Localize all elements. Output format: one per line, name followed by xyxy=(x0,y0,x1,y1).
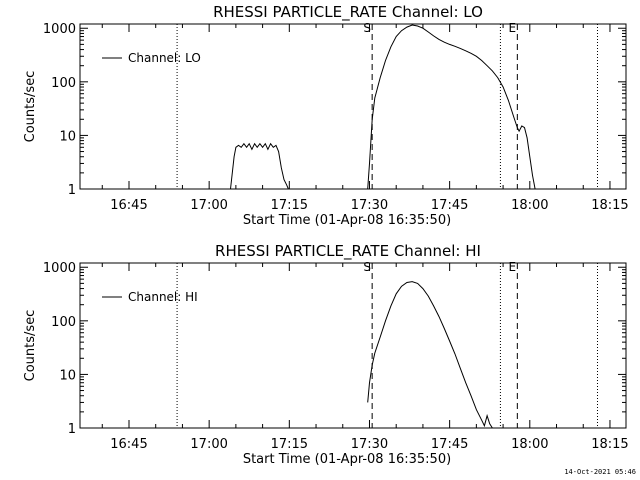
y-tick-label: 100 xyxy=(51,76,76,91)
y-tick-label: 1000 xyxy=(43,261,76,276)
y-tick-label: 1 xyxy=(68,422,76,437)
x-tick-label: 17:15 xyxy=(271,198,308,213)
x-tick-label: 16:45 xyxy=(110,198,147,213)
chart-title: RHESSI PARTICLE_RATE Channel: HI xyxy=(215,242,481,261)
panel-lo: RHESSI PARTICLE_RATE Channel: LO 1 10 100 10… xyxy=(23,3,629,228)
legend-label: Channel: LO xyxy=(128,51,201,65)
x-tick-label: 18:15 xyxy=(591,437,628,452)
marker-label-e: E xyxy=(509,260,517,274)
panel-hi: RHESSI PARTICLE_RATE Channel: HI 1 10 100 10… xyxy=(23,242,629,467)
plot-frame xyxy=(79,23,627,190)
series-line xyxy=(367,281,493,429)
x-axis-label: Start Time (01-Apr-08 16:35:50) xyxy=(243,213,451,228)
x-axis-label: Start Time (01-Apr-08 16:35:50) xyxy=(243,452,451,467)
x-tick-label: 18:00 xyxy=(511,437,548,452)
y-tick-label: 10 xyxy=(59,129,76,144)
y-tick-label: 100 xyxy=(51,315,76,330)
marker-label-s: S xyxy=(363,21,371,35)
chart-title: RHESSI PARTICLE_RATE Channel: LO xyxy=(213,3,483,22)
y-tick-label: 1 xyxy=(68,183,76,198)
legend-label: Channel: HI xyxy=(128,290,198,304)
series-line xyxy=(367,24,536,190)
x-tick-label: 17:30 xyxy=(351,198,388,213)
x-tick-label: 17:00 xyxy=(190,437,227,452)
x-tick-label: 17:45 xyxy=(431,437,468,452)
y-axis-label: Counts/sec xyxy=(23,71,38,143)
x-tick-label: 18:00 xyxy=(511,198,548,213)
x-tick-label: 17:45 xyxy=(431,198,468,213)
x-tick-label: 18:15 xyxy=(591,198,628,213)
y-tick-label: 10 xyxy=(59,368,76,383)
x-tick-label: 17:30 xyxy=(351,437,388,452)
plot-frame xyxy=(79,262,627,429)
x-tick-label: 16:45 xyxy=(110,437,147,452)
marker-label-s: S xyxy=(363,260,371,274)
marker-label-e: E xyxy=(509,21,517,35)
x-tick-label: 17:15 xyxy=(271,437,308,452)
y-tick-label: 1000 xyxy=(43,22,76,37)
y-axis-label: Counts/sec xyxy=(23,310,38,382)
timestamp-label: 14-Oct-2021 05:46 xyxy=(564,468,636,476)
x-tick-label: 17:00 xyxy=(190,198,227,213)
series-line xyxy=(230,142,289,190)
